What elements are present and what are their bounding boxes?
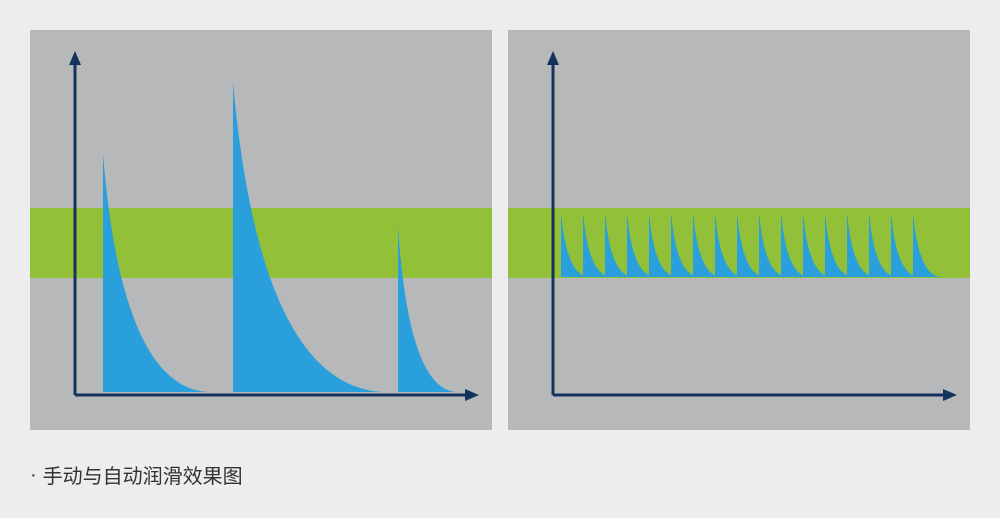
caption-text: 手动与自动润滑效果图: [43, 466, 243, 488]
caption: · 手动与自动润滑效果图: [30, 460, 243, 489]
auto-lubrication-panel: [508, 30, 970, 430]
manual-lubrication-panel: [30, 30, 492, 430]
panels-container: [30, 30, 970, 430]
auto-lubrication-chart: [508, 30, 970, 430]
caption-bullet: ·: [30, 464, 37, 487]
manual-lubrication-chart: [30, 30, 492, 430]
